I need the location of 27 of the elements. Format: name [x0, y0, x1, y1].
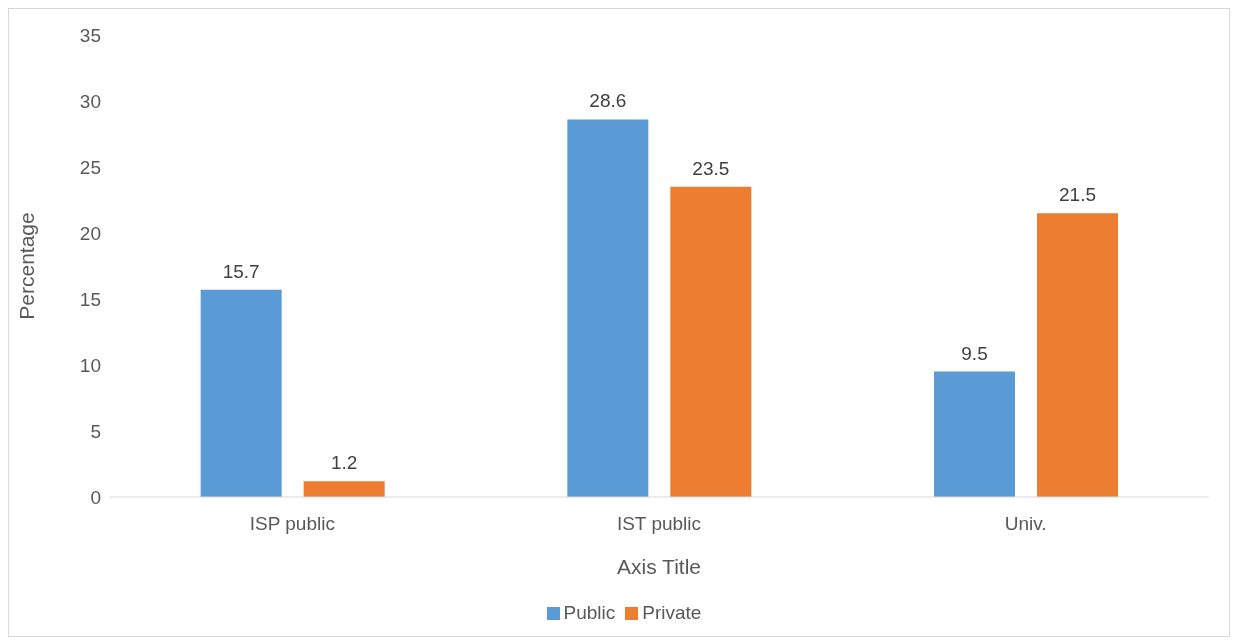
data-label: 23.5: [692, 157, 730, 179]
x-tick-label: ISP public: [249, 513, 335, 535]
data-label: 21.5: [1059, 184, 1096, 206]
y-tick-label: 25: [79, 156, 101, 178]
bar: [303, 481, 385, 497]
y-axis-title: Percentage: [15, 212, 39, 320]
bar: [567, 119, 649, 497]
bar: [670, 186, 752, 497]
y-tick-label: 15: [79, 288, 101, 310]
legend-label: Public: [563, 602, 616, 623]
bar: [934, 371, 1015, 497]
y-tick-label: 10: [79, 354, 101, 376]
bar: [200, 289, 282, 497]
x-tick-label: IST public: [616, 513, 702, 535]
bar: [1037, 213, 1118, 497]
x-axis-title: Axis Title: [616, 555, 702, 578]
legend-label: Private: [642, 602, 702, 623]
data-label: 15.7: [222, 260, 260, 282]
y-tick-label: 20: [79, 222, 101, 244]
x-tick-label: Univ.: [1004, 513, 1047, 535]
data-label: 9.5: [961, 342, 988, 364]
y-tick-label: 35: [79, 24, 101, 46]
y-tick-label: 5: [90, 420, 101, 442]
data-label: 28.6: [589, 90, 627, 112]
data-label: 1.2: [330, 452, 358, 474]
y-tick-label: 0: [90, 486, 101, 508]
y-tick-label: 30: [79, 90, 101, 112]
